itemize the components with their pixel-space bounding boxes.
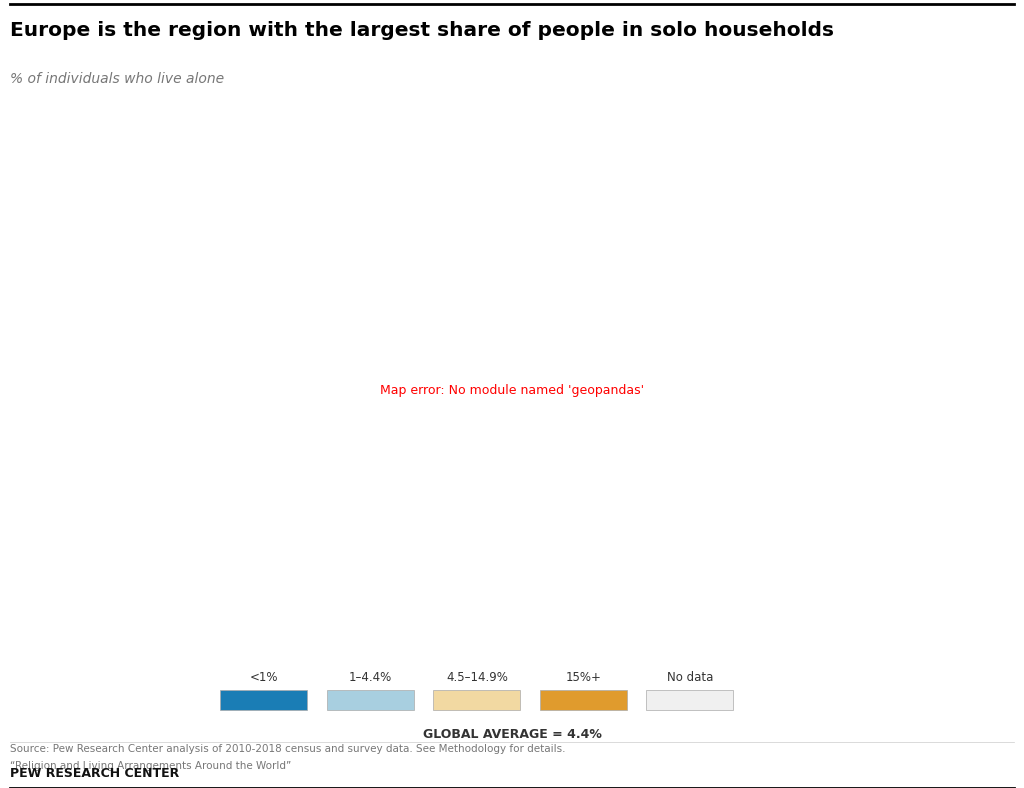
Text: <1%: <1% — [250, 671, 279, 684]
FancyBboxPatch shape — [327, 690, 414, 710]
FancyBboxPatch shape — [646, 690, 733, 710]
Text: PEW RESEARCH CENTER: PEW RESEARCH CENTER — [10, 767, 179, 780]
Text: No data: No data — [667, 671, 713, 684]
Text: Europe is the region with the largest share of people in solo households: Europe is the region with the largest sh… — [10, 21, 835, 40]
Text: % of individuals who live alone: % of individuals who live alone — [10, 72, 224, 86]
Text: “Religion and Living Arrangements Around the World”: “Religion and Living Arrangements Around… — [10, 760, 292, 771]
Text: Source: Pew Research Center analysis of 2010-2018 census and survey data. See Me: Source: Pew Research Center analysis of … — [10, 744, 565, 753]
Text: Map error: No module named 'geopandas': Map error: No module named 'geopandas' — [380, 384, 644, 396]
FancyBboxPatch shape — [220, 690, 307, 710]
FancyBboxPatch shape — [433, 690, 520, 710]
FancyBboxPatch shape — [540, 690, 627, 710]
Text: 4.5–14.9%: 4.5–14.9% — [445, 671, 508, 684]
Text: 1–4.4%: 1–4.4% — [349, 671, 392, 684]
Text: GLOBAL AVERAGE = 4.4%: GLOBAL AVERAGE = 4.4% — [423, 728, 601, 742]
Text: 15%+: 15%+ — [565, 671, 601, 684]
